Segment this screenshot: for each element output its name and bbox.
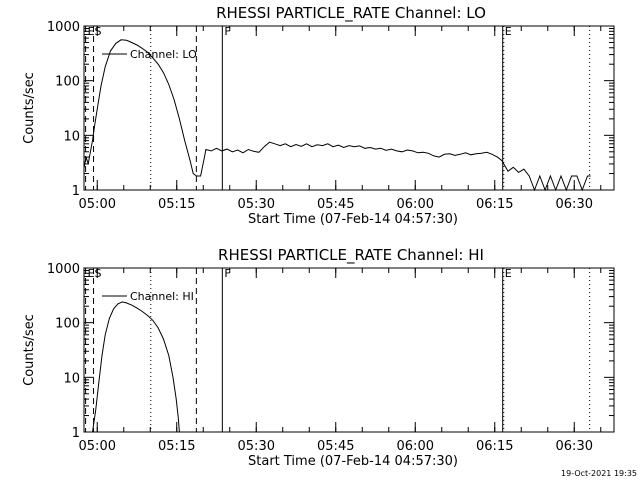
chart-title: RHESSI PARTICLE_RATE Channel: LO [216,4,486,23]
plot-frame [83,25,615,191]
x-tick-label: 05:15 [158,197,195,212]
data-series-line [92,301,180,433]
x-tick-label: 06:15 [476,439,513,454]
x-axis-label: Start Time (07-Feb-14 04:57:30) [248,454,458,469]
plot-frame [83,267,615,433]
panel-lo: RHESSI PARTICLE_RATE Channel: LO 1 10 100 10… [22,4,615,227]
y-axis-label: Counts/sec [22,314,37,386]
event-marker-label: F [224,25,230,38]
event-marker-label: ES [88,25,102,38]
y-tick-label: 1000 [47,20,80,35]
x-tick-label: 06:30 [556,439,593,454]
y-tick-label: 100 [55,75,80,90]
event-marker-label: ES [88,267,102,280]
x-tick-label: 05:15 [158,439,195,454]
x-tick-label: 05:00 [79,197,116,212]
x-tick-label: 05:45 [317,197,354,212]
legend-label: Channel: HI [130,290,194,303]
event-marker-label: F [224,267,230,280]
event-marker-label: E [505,25,512,38]
x-tick-label: 06:15 [476,197,513,212]
legend-label: Channel: LO [130,48,197,61]
y-tick-label: 10 [63,371,80,386]
x-tick-label: 05:30 [238,439,275,454]
x-tick-label: 06:30 [556,197,593,212]
event-marker-label: E [505,267,512,280]
x-axis-label: Start Time (07-Feb-14 04:57:30) [248,212,458,227]
panel-hi: RHESSI PARTICLE_RATE Channel: HI 1 10 100 10… [22,246,615,469]
x-tick-label: 06:00 [397,439,434,454]
y-tick-label: 1 [72,426,80,441]
data-series-line [83,39,591,192]
x-tick-label: 06:00 [397,197,434,212]
y-tick-label: 1000 [47,262,80,277]
x-tick-label: 05:45 [317,439,354,454]
y-tick-label: 10 [63,129,80,144]
y-tick-label: 100 [55,317,80,332]
chart-title: RHESSI PARTICLE_RATE Channel: HI [218,246,484,265]
y-tick-label: 1 [72,184,80,199]
x-tick-label: 05:30 [238,197,275,212]
y-axis-label: Counts/sec [22,72,37,144]
x-tick-label: 05:00 [79,439,116,454]
footer-timestamp: 19-Oct-2021 19:35 [561,469,637,478]
